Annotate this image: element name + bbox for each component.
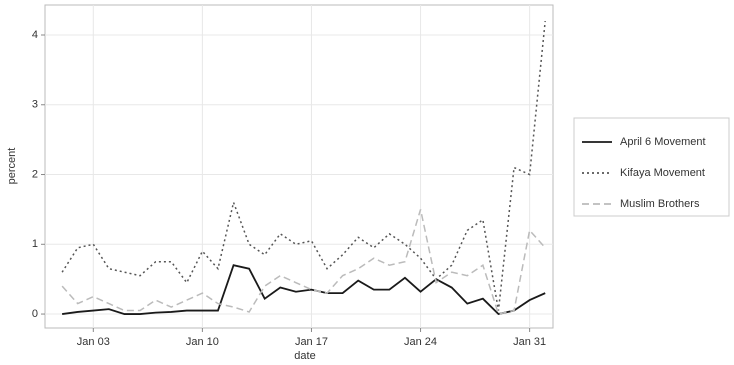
x-tick-label: Jan 24 bbox=[404, 336, 437, 348]
series-line bbox=[61, 209, 546, 315]
legend-label: April 6 Movement bbox=[620, 136, 706, 148]
legend-box bbox=[573, 117, 730, 217]
x-axis-label: date bbox=[294, 350, 315, 362]
x-tick-label: Jan 10 bbox=[186, 336, 219, 348]
x-tick-label: Jan 31 bbox=[513, 336, 546, 348]
x-tick-label: Jan 03 bbox=[77, 336, 110, 348]
y-tick-label: 4 bbox=[32, 29, 38, 41]
y-tick-label: 3 bbox=[32, 99, 38, 111]
y-tick-label: 2 bbox=[32, 168, 38, 180]
series-line bbox=[62, 264, 546, 316]
legend-label: Muslim Brothers bbox=[620, 198, 700, 210]
y-tick-label: 1 bbox=[32, 238, 38, 250]
y-axis-label: percent bbox=[6, 148, 18, 185]
x-tick-label: Jan 17 bbox=[295, 336, 328, 348]
plot-panel bbox=[44, 4, 554, 329]
legend-label: Kifaya Movement bbox=[620, 167, 705, 179]
y-tick-label: 0 bbox=[32, 308, 38, 320]
series-line bbox=[61, 20, 546, 311]
